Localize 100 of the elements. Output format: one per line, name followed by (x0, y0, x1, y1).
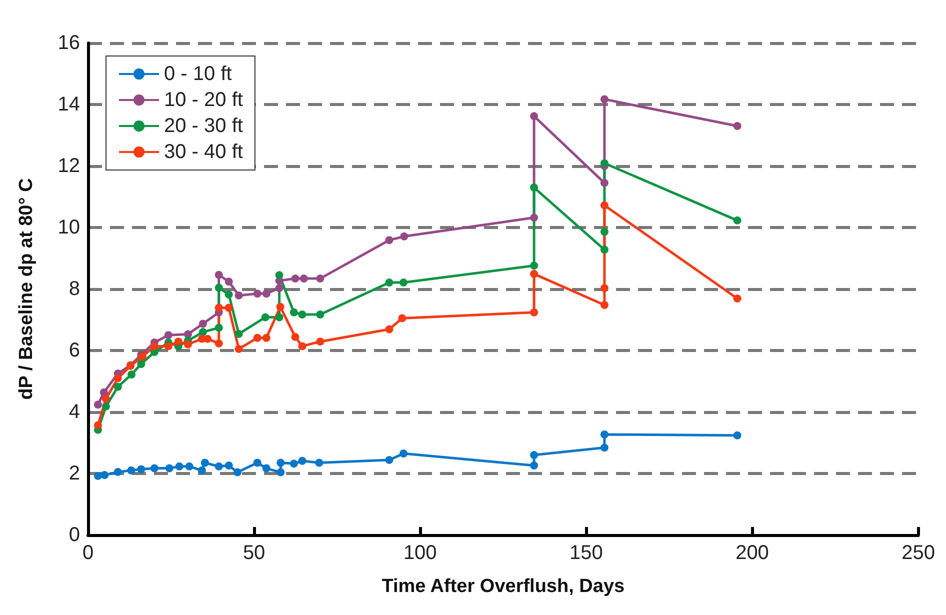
x-tick-label: 0 (82, 542, 94, 564)
point (276, 302, 284, 311)
point (530, 184, 538, 192)
point (214, 324, 223, 332)
point (530, 308, 538, 316)
point (600, 284, 608, 292)
point (733, 431, 742, 440)
point (290, 308, 298, 316)
point (400, 450, 408, 458)
point (94, 421, 102, 430)
point (204, 334, 212, 343)
point (102, 402, 110, 410)
legend-label: 20 - 30 ft (164, 115, 244, 137)
point (184, 340, 192, 348)
legend-label: 0 - 10 ft (164, 63, 232, 85)
point (94, 472, 102, 480)
x-tick-label: 150 (570, 542, 603, 564)
point (198, 328, 207, 336)
point (175, 462, 184, 470)
point (253, 458, 262, 467)
point (298, 456, 306, 465)
point (164, 342, 172, 350)
point (275, 284, 284, 292)
y-tick-label: 10 (58, 216, 80, 238)
point (234, 330, 243, 338)
point (100, 388, 108, 396)
point (600, 178, 608, 187)
point (530, 270, 538, 278)
x-tick-label: 200 (736, 542, 769, 564)
point (164, 331, 172, 340)
y-tick-label: 2 (68, 462, 80, 484)
point (385, 236, 394, 244)
point (600, 201, 608, 210)
y-tick-label: 14 (58, 94, 80, 116)
point (114, 382, 122, 391)
point (600, 430, 608, 438)
point (214, 304, 223, 312)
point (600, 300, 608, 309)
point (600, 159, 608, 168)
point (298, 342, 306, 350)
point (94, 400, 102, 409)
point (165, 464, 174, 472)
point (298, 310, 306, 319)
point (275, 271, 284, 280)
point (128, 370, 136, 378)
x-axis-title: Time After Overflush, Days (382, 576, 625, 597)
point (290, 460, 298, 468)
point (224, 290, 233, 299)
point (234, 344, 243, 353)
x-tick-label: 50 (242, 542, 266, 564)
point (174, 338, 182, 346)
point (102, 394, 110, 403)
point (233, 468, 242, 476)
point (733, 122, 742, 130)
point (530, 112, 538, 120)
point (600, 95, 608, 104)
y-tick-label: 6 (68, 340, 80, 362)
point (137, 465, 146, 474)
point (291, 332, 300, 341)
point (385, 325, 394, 334)
point (530, 462, 538, 470)
point (276, 468, 285, 476)
y-tick-label: 0 (68, 524, 80, 546)
point (530, 451, 538, 460)
point (198, 466, 206, 474)
point (300, 274, 308, 283)
point (385, 456, 394, 464)
point (127, 466, 136, 474)
point (150, 464, 158, 472)
point (224, 462, 233, 470)
point (275, 313, 284, 322)
point (224, 278, 233, 286)
point (733, 216, 742, 224)
point (100, 471, 109, 480)
point (530, 214, 538, 222)
y-tick-label: 4 (68, 401, 80, 423)
point (114, 374, 122, 382)
y-axis-title: dP / Baseline dp at 80° C (16, 178, 37, 400)
point (253, 334, 262, 342)
point (600, 444, 608, 452)
point (262, 334, 270, 342)
point (253, 290, 262, 298)
point (316, 274, 324, 283)
point (262, 290, 270, 298)
legend-label: 30 - 40 ft (164, 141, 244, 163)
point (400, 278, 408, 287)
point (733, 294, 742, 303)
y-tick-label: 12 (58, 155, 80, 177)
point (214, 284, 223, 292)
point (600, 228, 608, 236)
point (261, 313, 270, 322)
y-tick-label: 8 (68, 278, 80, 300)
point (137, 360, 146, 368)
point (600, 246, 608, 254)
x-tick-label: 100 (403, 542, 437, 564)
point (291, 274, 300, 283)
point (276, 458, 285, 467)
x-tick-label: 250 (902, 542, 936, 564)
point (224, 304, 233, 312)
point (400, 232, 408, 240)
